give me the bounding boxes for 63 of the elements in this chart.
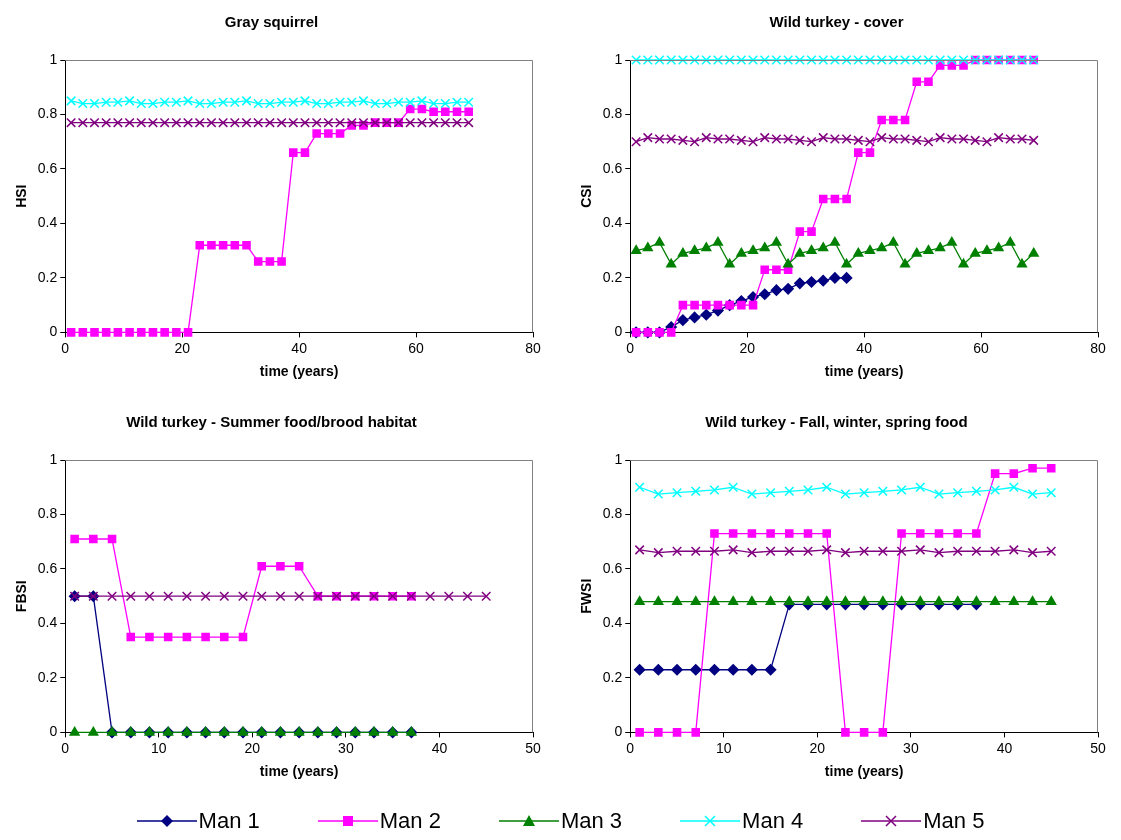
x-tick-label: 20 bbox=[244, 739, 261, 756]
chart-title: Gray squirrel bbox=[224, 13, 319, 31]
x-tick-label: 10 bbox=[151, 739, 167, 756]
y-tick-label: 0.4 bbox=[602, 614, 623, 631]
x-tick-label: 40 bbox=[996, 739, 1013, 756]
x-tick-label: 30 bbox=[338, 739, 354, 756]
legend-label: Man 3 bbox=[560, 808, 623, 834]
chart-title: Wild turkey - Fall, winter, spring food bbox=[705, 413, 968, 431]
legend-label: Man 2 bbox=[379, 808, 441, 834]
y-axis-title: HSI bbox=[13, 184, 30, 208]
x-axis-title: time (years) bbox=[824, 763, 904, 780]
y-axis-title: FBSI bbox=[13, 580, 30, 613]
y-tick-label: 0.8 bbox=[602, 505, 623, 522]
x-tick-label: 0 bbox=[626, 739, 635, 756]
x-tick-label: 0 bbox=[61, 739, 70, 756]
y-tick-label: 0.6 bbox=[602, 559, 623, 576]
y-tick-label: 1 bbox=[49, 50, 58, 67]
y-axis-title: FWSI bbox=[578, 578, 595, 614]
y-tick-label: 1 bbox=[614, 450, 623, 467]
x-tick-label: 80 bbox=[525, 339, 541, 356]
y-tick-label: 0.4 bbox=[37, 614, 58, 631]
x-tick-label: 0 bbox=[61, 339, 70, 356]
y-tick-label: 0.8 bbox=[602, 105, 623, 122]
x-tick-label: 40 bbox=[431, 739, 448, 756]
y-tick-label: 0.8 bbox=[37, 505, 58, 522]
x-tick-label: 20 bbox=[739, 339, 756, 356]
legend-label: Man 1 bbox=[198, 808, 260, 834]
x-tick-label: 60 bbox=[408, 339, 425, 356]
y-tick-label: 1 bbox=[614, 50, 623, 67]
y-tick-label: 0.8 bbox=[37, 105, 58, 122]
y-tick-label: 0.6 bbox=[37, 159, 58, 176]
y-tick-label: 0.2 bbox=[602, 268, 623, 285]
chart-title: Wild turkey - Summer food/brood habitat bbox=[126, 413, 417, 431]
y-tick-label: 0.4 bbox=[37, 214, 58, 231]
x-axis-title: time (years) bbox=[824, 363, 904, 380]
x-tick-label: 10 bbox=[716, 739, 732, 756]
x-tick-label: 20 bbox=[174, 339, 191, 356]
legend-label: Man 4 bbox=[742, 808, 804, 834]
x-axis-title: time (years) bbox=[259, 763, 339, 780]
x-axis-title: time (years) bbox=[259, 363, 339, 380]
y-axis-title: CSI bbox=[578, 184, 595, 208]
y-tick-label: 0.6 bbox=[37, 559, 58, 576]
y-tick-label: 0 bbox=[614, 723, 623, 740]
y-tick-label: 0.2 bbox=[37, 268, 58, 285]
x-tick-label: 20 bbox=[809, 739, 826, 756]
x-tick-label: 40 bbox=[856, 339, 873, 356]
x-tick-label: 50 bbox=[1090, 739, 1106, 756]
x-tick-label: 80 bbox=[1090, 339, 1106, 356]
y-tick-label: 0.4 bbox=[602, 214, 623, 231]
y-tick-label: 0.6 bbox=[602, 159, 623, 176]
y-tick-label: 1 bbox=[49, 450, 58, 467]
legend-label: Man 5 bbox=[923, 808, 985, 834]
x-tick-label: 30 bbox=[903, 739, 919, 756]
y-tick-label: 0 bbox=[49, 323, 58, 340]
x-tick-label: 0 bbox=[626, 339, 635, 356]
x-tick-label: 50 bbox=[525, 739, 541, 756]
y-tick-label: 0.2 bbox=[602, 668, 623, 685]
x-tick-label: 60 bbox=[973, 339, 990, 356]
y-tick-label: 0.2 bbox=[37, 668, 58, 685]
x-tick-label: 40 bbox=[291, 339, 308, 356]
chart-title: Wild turkey - cover bbox=[769, 13, 904, 31]
y-tick-label: 0 bbox=[614, 323, 623, 340]
y-tick-label: 0 bbox=[49, 723, 58, 740]
